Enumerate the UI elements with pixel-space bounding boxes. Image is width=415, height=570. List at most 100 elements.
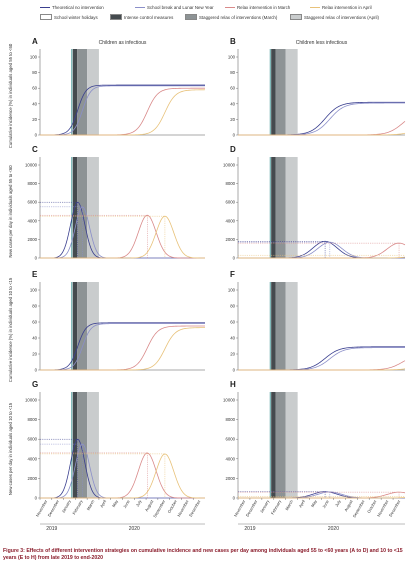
text-label: 0 (233, 496, 236, 501)
series-line (40, 452, 205, 499)
relax-march-band (275, 157, 286, 258)
caption-title: Figure 3: Effects of different intervent… (3, 548, 403, 561)
relax-april-band (285, 282, 298, 370)
series-line (40, 84, 205, 136)
intense-band (271, 49, 276, 135)
caption: Figure 3: Effects of different intervent… (3, 548, 413, 562)
text-label: 80 (230, 70, 235, 75)
text-label: G (32, 380, 38, 389)
text-label: August (343, 498, 354, 512)
text-label: 80 (230, 304, 235, 309)
relax-april-band (285, 49, 298, 135)
text-label: 4000 (27, 218, 37, 223)
text-label: 10000 (25, 163, 38, 168)
relax-march-band (77, 49, 88, 135)
relax-march-band (275, 49, 286, 135)
legend-item: Relax intervention in March (225, 5, 290, 10)
text-label: 8000 (27, 181, 37, 186)
intense-band (271, 157, 276, 258)
series-line (238, 102, 405, 136)
legend-label: Relax intervention in March (237, 5, 291, 10)
relax-april-band (87, 392, 99, 498)
text-label: D (230, 145, 236, 154)
series-line (238, 121, 406, 136)
text-label: 100 (30, 55, 38, 60)
series-line (40, 322, 205, 371)
relax-march-band (275, 392, 286, 498)
relax-march-band (77, 392, 88, 498)
text-label: 60 (230, 86, 235, 91)
series-line (40, 453, 205, 499)
series-line (238, 241, 405, 259)
legend-item: Relax intervention in April (310, 5, 372, 10)
series-line (40, 438, 205, 499)
legend-item: Theoretical no intervention (40, 5, 104, 10)
text-label: April (99, 499, 107, 509)
text-label: December (188, 498, 202, 517)
intense-band (72, 49, 78, 135)
text-label: E (32, 270, 38, 279)
intense-band (72, 282, 78, 370)
legend-swatch (135, 7, 145, 8)
series-line (40, 201, 205, 259)
text-label: 0 (35, 368, 38, 373)
series-line (40, 89, 206, 136)
series-line (40, 214, 205, 259)
series-line (238, 347, 405, 371)
text-label: 8000 (27, 417, 37, 422)
text-label: F (230, 270, 235, 279)
relax-march-band (275, 282, 286, 370)
text-label: 0 (233, 368, 236, 373)
text-label: 20 (230, 117, 235, 122)
text-label: 20 (32, 352, 37, 357)
series-line (40, 325, 205, 371)
text-label: Cumulative incidence (%) in individuals … (8, 43, 13, 148)
legend-swatch (310, 7, 320, 8)
text-label: 0 (35, 256, 38, 261)
intense-band (271, 392, 276, 498)
text-label: February (270, 499, 282, 515)
text-label: June (122, 498, 131, 509)
text-label: C (32, 145, 38, 154)
text-label: A (32, 37, 38, 46)
text-label: Cumulative incidence (%) in individuals … (8, 277, 13, 382)
legend-label: Intense control measures (124, 14, 174, 20)
series-line (238, 256, 406, 259)
text-label: 80 (32, 304, 37, 309)
legend-item: Staggered relax of interventions (March) (185, 14, 277, 20)
legend-label: Staggered relax of interventions (March) (199, 14, 278, 20)
text-label: 40 (230, 336, 235, 341)
text-label: 6000 (225, 437, 235, 442)
text-label: 40 (32, 336, 37, 341)
text-label: 10000 (223, 163, 236, 168)
series-line (40, 85, 205, 136)
text-label: 6000 (27, 200, 37, 205)
text-label: 8000 (225, 417, 235, 422)
text-label: 80 (32, 70, 37, 75)
legend-swatch (185, 14, 197, 20)
series-line (238, 240, 405, 259)
relax-march-band (77, 282, 88, 370)
text-label: December (388, 498, 402, 517)
text-label: December (46, 498, 60, 517)
text-label: January (259, 499, 270, 514)
text-label: 40 (230, 101, 235, 106)
legend-item: School break and Lunar New Year (135, 5, 214, 10)
text-label: New cases per day in individuals aged 55… (8, 165, 13, 258)
text-label: May (310, 499, 318, 508)
series-line (238, 491, 405, 499)
text-label: October (366, 498, 378, 513)
text-label: June (321, 498, 330, 509)
legend-item: Intense control measures (110, 14, 173, 20)
series-line (40, 87, 205, 136)
text-label: 0 (233, 256, 236, 261)
text-label: April (298, 499, 306, 509)
text-label: 6000 (225, 200, 235, 205)
text-label: 60 (32, 320, 37, 325)
text-label: December (245, 498, 259, 517)
series-line (40, 443, 205, 499)
text-label: 0 (35, 496, 38, 501)
legend-label: School break and Lunar New Year (147, 5, 214, 10)
text-label: 20 (230, 352, 235, 357)
series-line (40, 327, 206, 371)
